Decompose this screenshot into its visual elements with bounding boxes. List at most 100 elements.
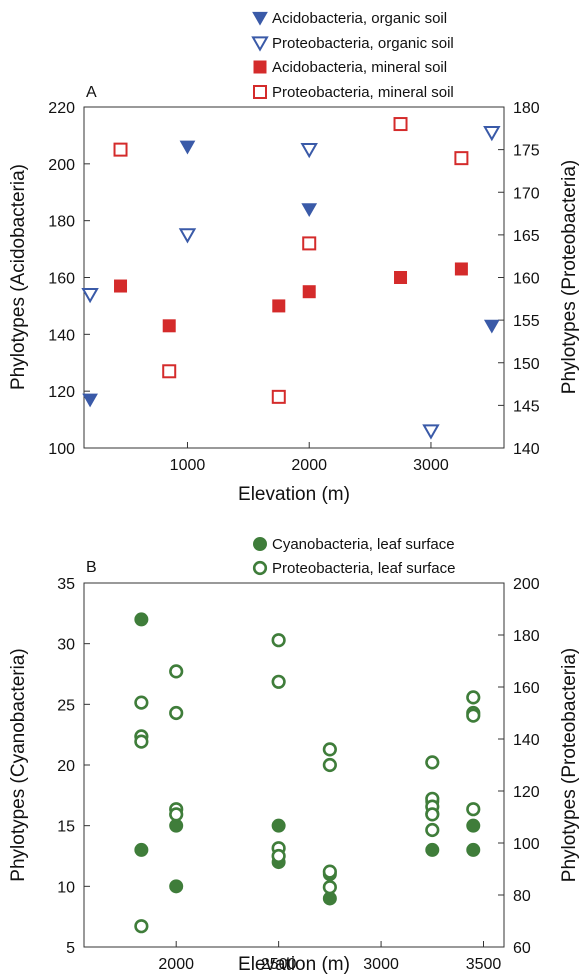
point-cyanobacteria-leaf-surface bbox=[169, 879, 184, 894]
legend-label-proteo-leaf: Proteobacteria, leaf surface bbox=[272, 560, 455, 577]
legend-item-proteo-organic: Proteobacteria, organic soil bbox=[251, 35, 454, 52]
point-acidobacteria-organic-soil bbox=[483, 319, 500, 334]
panel-b-x-tick-label: 2000 bbox=[158, 956, 194, 973]
panel-a-left-tick-label: 200 bbox=[48, 157, 75, 174]
panel-b-right-tick-label: 80 bbox=[513, 888, 531, 905]
legend-symbol-proteobacteria-organic-soil bbox=[251, 36, 269, 52]
panel-b-x-tick-label: 3000 bbox=[363, 956, 399, 973]
legend-item-acido-organic: Acidobacteria, organic soil bbox=[252, 10, 447, 27]
panel-b-letter: B bbox=[86, 559, 97, 576]
panel-b-plot-frame bbox=[83, 582, 505, 948]
point-proteobacteria-mineral-soil bbox=[393, 117, 408, 132]
point-proteobacteria-leaf-surface bbox=[466, 802, 481, 817]
point-proteobacteria-organic-soil bbox=[178, 228, 197, 244]
point-proteobacteria-leaf-surface bbox=[466, 690, 481, 705]
point-proteobacteria-mineral-soil bbox=[302, 236, 317, 251]
point-acidobacteria-mineral-soil bbox=[454, 262, 468, 276]
legend-marker-proteo-mineral bbox=[253, 85, 267, 99]
point-acidobacteria-organic-soil bbox=[179, 140, 196, 155]
legend-symbol-acidobacteria-organic-soil bbox=[252, 11, 268, 26]
point-cyanobacteria-leaf-surface bbox=[134, 842, 149, 857]
legend-label-proteo-mineral: Proteobacteria, mineral soil bbox=[272, 84, 454, 101]
panel-b-x-tick-label: 3500 bbox=[466, 956, 502, 973]
point-proteobacteria-leaf-surface bbox=[169, 664, 184, 679]
point-proteobacteria-leaf-surface bbox=[466, 708, 481, 723]
legend-symbol-acidobacteria-mineral-soil bbox=[253, 60, 267, 74]
panel-b-legend: Cyanobacteria, leaf surface Proteobacter… bbox=[252, 536, 455, 577]
panel-b: B Cyanobacteria, leaf surface Proteobact… bbox=[8, 536, 580, 975]
panel-b-marks bbox=[134, 612, 481, 934]
panel-a-right-tick-label: 180 bbox=[513, 100, 540, 117]
panel-a-right-tick-label: 175 bbox=[513, 143, 540, 160]
panel-a-left-tick-label: 120 bbox=[48, 384, 75, 401]
legend-label-acido-organic: Acidobacteria, organic soil bbox=[272, 10, 447, 27]
legend-marker-acido-mineral bbox=[253, 60, 267, 74]
panel-b-right-tick-label: 120 bbox=[513, 784, 540, 801]
panel-a-x-tick-label: 2000 bbox=[291, 457, 327, 474]
point-cyanobacteria-leaf-surface bbox=[466, 842, 481, 857]
point-acidobacteria-mineral-soil bbox=[162, 319, 176, 333]
panel-a-right-tick-label: 155 bbox=[513, 313, 540, 330]
panel-b-right-axis-label: Phylotypes (Proteobacteria) bbox=[559, 648, 580, 882]
panel-a: A Acidobacteria, organic soil Proteobact… bbox=[8, 10, 580, 505]
point-proteobacteria-leaf-surface bbox=[425, 755, 440, 770]
panel-b-left-tick-label: 15 bbox=[57, 819, 75, 836]
panel-a-right-tick-label: 150 bbox=[513, 356, 540, 373]
panel-b-left-tick-label: 10 bbox=[57, 879, 75, 896]
panel-b-right-tick-label: 180 bbox=[513, 628, 540, 645]
panel-b-left-tick-label: 20 bbox=[57, 758, 75, 775]
point-proteobacteria-organic-soil bbox=[483, 125, 501, 142]
panel-a-legend: Acidobacteria, organic soil Proteobacter… bbox=[251, 10, 454, 101]
point-acidobacteria-mineral-soil bbox=[302, 285, 316, 299]
panel-a-right-tick-label: 165 bbox=[513, 228, 540, 245]
point-proteobacteria-leaf-surface bbox=[134, 734, 149, 749]
legend-marker-proteo-organic bbox=[251, 36, 269, 52]
panel-a-x-tick-label: 3000 bbox=[413, 457, 449, 474]
legend-symbol-proteobacteria-mineral-soil bbox=[253, 85, 267, 99]
point-proteobacteria-leaf-surface bbox=[134, 919, 149, 934]
point-proteobacteria-leaf-surface bbox=[271, 674, 286, 689]
panel-a-right-tick-label: 145 bbox=[513, 398, 540, 415]
panel-a-x-axis-label: Elevation (m) bbox=[238, 484, 350, 505]
point-proteobacteria-leaf-surface bbox=[134, 695, 149, 710]
point-proteobacteria-mineral-soil bbox=[162, 364, 177, 379]
panel-a-right-tick-label: 140 bbox=[513, 441, 540, 458]
point-cyanobacteria-leaf-surface bbox=[425, 842, 440, 857]
legend-symbol-proteobacteria-leaf-surface bbox=[252, 560, 268, 576]
point-proteobacteria-mineral-soil bbox=[113, 142, 128, 157]
legend-item-proteo-mineral: Proteobacteria, mineral soil bbox=[253, 84, 454, 101]
point-proteobacteria-leaf-surface bbox=[169, 807, 184, 822]
panel-b-left-axis-label: Phylotypes (Cyanobacteria) bbox=[8, 648, 29, 881]
panel-b-ticks: 2000 2500 3000 3500 5 10 15 20 25 30 35 60 80 100 120 1… bbox=[57, 576, 540, 973]
panel-a-letter: A bbox=[86, 84, 97, 101]
panel-a-left-tick-label: 140 bbox=[48, 327, 75, 344]
point-proteobacteria-leaf-surface bbox=[322, 880, 337, 895]
point-proteobacteria-organic-soil bbox=[300, 143, 318, 159]
point-proteobacteria-leaf-surface bbox=[271, 633, 286, 648]
panel-a-right-tick-label: 160 bbox=[513, 271, 540, 288]
panel-a-x-tick-label: 1000 bbox=[170, 457, 206, 474]
legend-symbol-cyanobacteria-leaf-surface bbox=[253, 537, 267, 551]
point-acidobacteria-mineral-soil bbox=[114, 279, 128, 293]
point-cyanobacteria-leaf-surface bbox=[466, 818, 481, 833]
panel-a-ticks: 1000 2000 3000 100 120 140 160 180 200 220 140 145 1… bbox=[48, 100, 540, 474]
panel-b-right-tick-label: 140 bbox=[513, 732, 540, 749]
point-proteobacteria-leaf-surface bbox=[322, 742, 337, 757]
panel-a-right-axis-label: Phylotypes (Proteobacteria) bbox=[559, 160, 580, 394]
panel-a-left-tick-label: 180 bbox=[48, 214, 75, 231]
point-proteobacteria-mineral-soil bbox=[271, 389, 286, 404]
legend-label-acido-mineral: Acidobacteria, mineral soil bbox=[272, 59, 447, 76]
panel-a-left-tick-label: 220 bbox=[48, 100, 75, 117]
panel-b-left-tick-label: 30 bbox=[57, 637, 75, 654]
point-proteobacteria-leaf-surface bbox=[425, 822, 440, 838]
point-acidobacteria-mineral-soil bbox=[272, 299, 286, 313]
legend-item-cyano-leaf: Cyanobacteria, leaf surface bbox=[253, 536, 455, 553]
panel-b-left-tick-label: 5 bbox=[66, 940, 75, 957]
point-proteobacteria-organic-soil bbox=[422, 424, 440, 440]
panel-b-x-axis-label: Elevation (m) bbox=[238, 954, 350, 975]
panel-b-right-tick-label: 60 bbox=[513, 940, 531, 957]
point-proteobacteria-leaf-surface bbox=[169, 705, 184, 721]
panel-a-plot-frame bbox=[83, 106, 505, 449]
point-cyanobacteria-leaf-surface bbox=[271, 818, 286, 833]
point-acidobacteria-organic-soil bbox=[82, 393, 98, 408]
